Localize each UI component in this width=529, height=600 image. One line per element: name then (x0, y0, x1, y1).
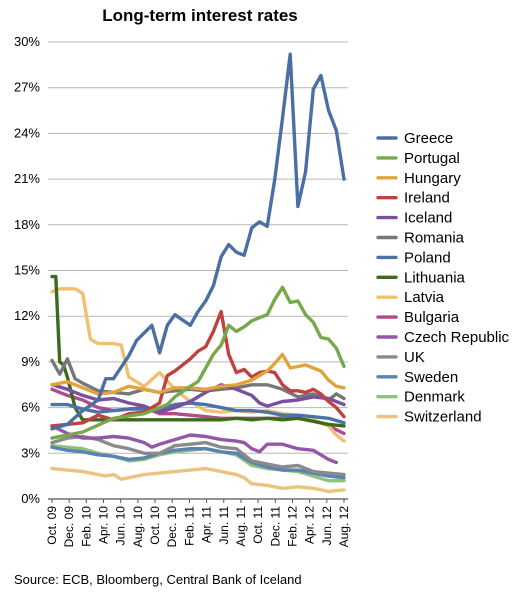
y-axis-ticks: 0% 3% 6% 9% 12% 15% 18% 21% 24% 27% 30% (14, 34, 40, 506)
y-tick-label: 15% (14, 263, 40, 278)
x-tick-label: Aug. 10 (131, 506, 145, 548)
x-tick-label: Oct. 11 (251, 506, 265, 544)
series-lines (50, 52, 346, 494)
legend-label: Portugal (404, 150, 460, 167)
x-axis-ticks: Oct. 09 Dec. 09 Feb. 10 Apr. 10 Jun. 10 Aug. … (45, 499, 351, 547)
legend-label: Poland (404, 249, 451, 266)
series-line-portugal (50, 285, 346, 440)
legend-label: Lithuania (404, 269, 466, 286)
x-tick-label: Oct. 09 (45, 506, 59, 545)
legend-label: Hungary (404, 170, 461, 187)
series-line-czech-republic (50, 424, 338, 465)
legend-label: Denmark (404, 389, 465, 406)
x-tick-label: Feb. 12 (285, 506, 299, 547)
y-tick-label: 6% (21, 400, 40, 415)
series-line-iceland (50, 383, 346, 414)
y-tick-label: 3% (21, 445, 40, 460)
legend-label: Iceland (404, 210, 452, 227)
x-tick-label: Dec. 10 (165, 506, 179, 548)
series-line-switzerland (50, 466, 346, 494)
series-line-greece (50, 52, 346, 431)
series-line-poland (50, 401, 346, 425)
x-tick-label: Apr. 10 (97, 506, 111, 544)
legend: Greece Portugal Hungary Ireland Iceland Roman… (376, 130, 510, 426)
legend-label: Sweden (404, 369, 458, 386)
x-tick-label: Oct. 10 (148, 506, 162, 545)
grid-lines (48, 41, 348, 500)
x-tick-label: Jun. 11 (217, 506, 231, 545)
y-tick-label: 12% (14, 308, 40, 323)
y-tick-label: 24% (14, 125, 40, 140)
y-tick-label: 0% (21, 491, 40, 506)
legend-label: Ireland (404, 190, 450, 207)
x-tick-label: Dec. 09 (62, 506, 76, 548)
x-tick-label: Feb. 10 (79, 506, 93, 547)
legend-label: Romania (404, 230, 465, 247)
x-tick-label: Jun. 10 (114, 506, 128, 546)
legend-label: Czech Republic (404, 329, 510, 346)
y-tick-label: 21% (14, 171, 40, 186)
y-tick-label: 27% (14, 80, 40, 95)
y-tick-label: 18% (14, 217, 40, 232)
x-tick-label: Dec. 11 (268, 506, 282, 547)
y-tick-label: 9% (21, 354, 40, 369)
y-tick-label: 30% (14, 34, 40, 49)
legend-label: Bulgaria (404, 309, 460, 326)
series-line-uk (50, 434, 346, 477)
series-line-sweden (50, 445, 346, 480)
legend-label: Greece (404, 130, 453, 147)
legend-label: Latvia (404, 289, 445, 306)
series-line-lithuania (50, 274, 346, 428)
x-tick-label: Jun. 12 (320, 506, 334, 546)
x-tick-label: Apr. 11 (200, 506, 214, 543)
legend-label: Switzerland (404, 409, 482, 426)
chart-title: Long-term interest rates (102, 6, 298, 25)
source-note: Source: ECB, Bloomberg, Central Bank of … (14, 572, 302, 587)
series-line-ireland (50, 309, 346, 428)
x-tick-label: Feb. 11 (182, 506, 196, 546)
x-tick-label: Aug. 12 (337, 506, 351, 548)
series-line-hungary (50, 352, 346, 396)
x-tick-label: Apr. 12 (303, 506, 317, 544)
legend-label: UK (404, 349, 425, 366)
x-tick-label: Aug. 11 (234, 506, 248, 547)
